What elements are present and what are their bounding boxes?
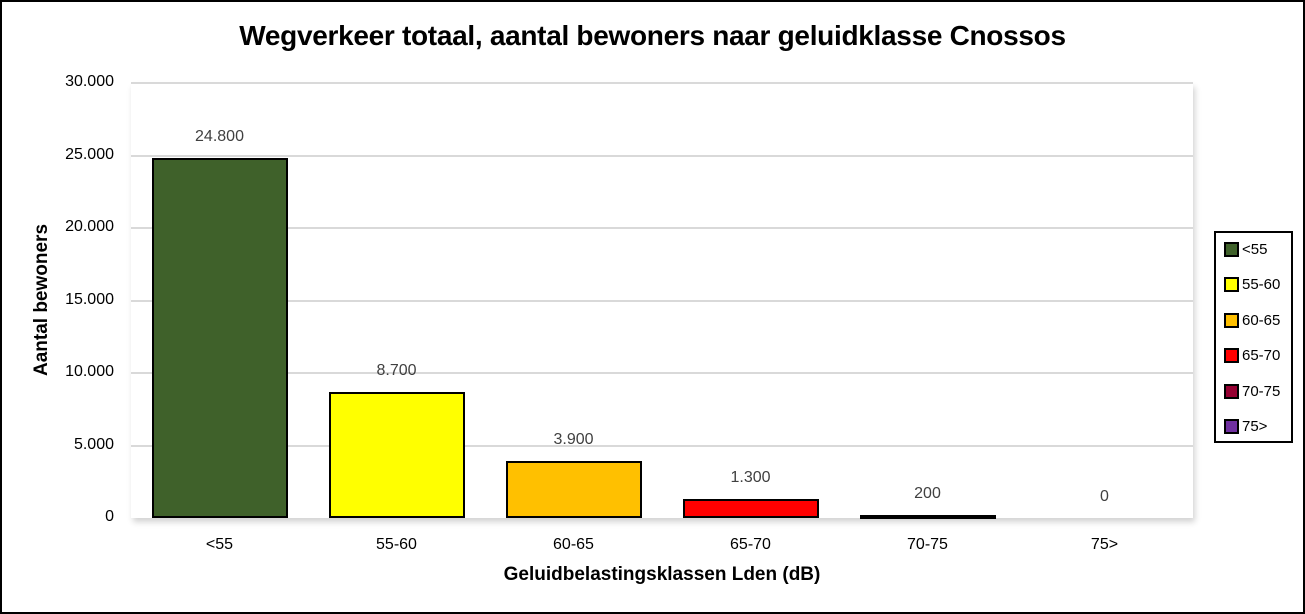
- y-tick-label: 30.000: [65, 73, 114, 90]
- y-tick-label: 10.000: [65, 363, 114, 380]
- legend-swatch-icon: [1224, 348, 1239, 363]
- bar-<55[interactable]: [151, 158, 288, 518]
- y-tick-label: 25.000: [65, 145, 114, 163]
- legend-swatch-icon: [1224, 383, 1239, 399]
- gridline: [131, 154, 1193, 157]
- gridline: [131, 82, 1193, 84]
- legend-swatch-icon: [1224, 241, 1239, 257]
- gridline: [131, 299, 1193, 302]
- gridline: [131, 227, 1193, 229]
- legend-label: <55: [1242, 240, 1268, 258]
- legend-item[interactable]: 55-60: [1224, 275, 1280, 295]
- chart-title: Wegverkeer totaal, aantal bewoners naar …: [239, 20, 1066, 51]
- data-label: 24.800: [195, 128, 244, 146]
- data-label: 3.900: [553, 431, 594, 449]
- legend: <55 55-60 60-65 65-70 70-75 75>: [1214, 231, 1293, 443]
- x-tick-label: 75>: [1090, 536, 1119, 553]
- gridline: [131, 444, 1193, 447]
- bar-65-70[interactable]: [682, 499, 819, 518]
- data-label: 8.700: [376, 361, 417, 379]
- legend-item[interactable]: 60-65: [1224, 310, 1280, 330]
- legend-item[interactable]: <55: [1224, 239, 1267, 259]
- legend-swatch-icon: [1224, 277, 1239, 292]
- legend-item[interactable]: 65-70: [1224, 346, 1280, 366]
- legend-item[interactable]: 75>: [1224, 417, 1267, 437]
- y-tick-label: 15.000: [65, 290, 114, 308]
- bar-55-60[interactable]: [328, 391, 465, 518]
- y-tick-label: 0: [105, 508, 114, 525]
- data-label: 0: [1100, 488, 1109, 505]
- y-tick-label: 20.000: [65, 218, 114, 235]
- legend-label: 55-60: [1242, 276, 1281, 293]
- x-tick-label: <55: [205, 536, 234, 553]
- y-axis-label: Aantal bewoners: [31, 223, 52, 377]
- x-tick-label: 60-65: [553, 536, 594, 553]
- legend-swatch-icon: [1224, 312, 1239, 328]
- x-tick-label: 70-75: [907, 536, 948, 553]
- y-tick-label: 5.000: [73, 435, 114, 453]
- bar-60-65[interactable]: [505, 461, 642, 518]
- legend-label: 75>: [1242, 418, 1268, 435]
- data-label: 200: [914, 485, 941, 503]
- legend-item[interactable]: 70-75: [1224, 381, 1280, 401]
- legend-label: 70-75: [1242, 382, 1281, 400]
- legend-label: 65-70: [1242, 347, 1281, 364]
- x-axis-label: Geluidbelastingsklassen Lden (dB): [503, 564, 821, 585]
- legend-label: 60-65: [1242, 311, 1281, 329]
- data-label: 1.300: [730, 469, 771, 487]
- legend-swatch-icon: [1224, 419, 1239, 434]
- x-tick-label: 55-60: [376, 536, 417, 553]
- gridline: [131, 372, 1193, 374]
- bar-70-75[interactable]: [859, 515, 996, 520]
- x-tick-label: 65-70: [730, 536, 771, 553]
